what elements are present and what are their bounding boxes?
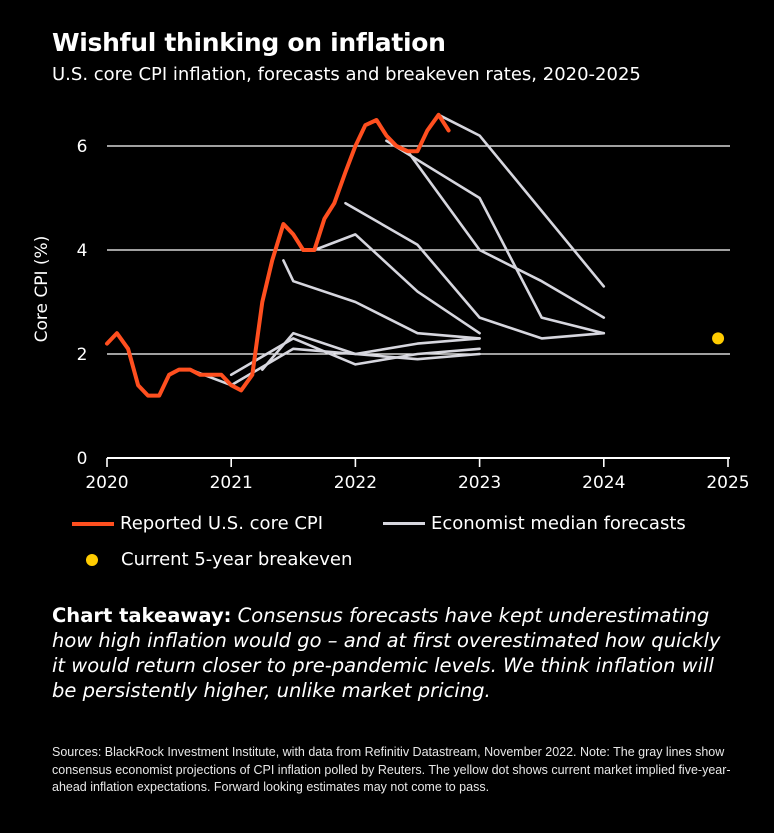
x-tick-label: 2020 [85,473,128,493]
series-line-forecast-1 [229,337,481,377]
series-lines [105,112,606,398]
series-line-forecast-7 [406,149,606,319]
takeaway-body: Consensus forecasts have kept underestim… [52,604,721,702]
grid-lines [107,145,730,355]
x-tick-label: 2021 [210,473,253,493]
legend-item-reported: Reported U.S. core CPI [72,513,323,534]
y-axis-label: Core CPI (%) [32,236,52,343]
breakeven-points [712,332,725,345]
chart-takeaway: Chart takeaway: Consensus forecasts have… [52,603,732,703]
legend-label-reported: Reported U.S. core CPI [120,513,324,534]
chart-subtitle: U.S. core CPI inflation, forecasts and b… [52,64,641,85]
legend-item-forecasts: Economist median forecasts [383,513,686,534]
x-tick-label: 2024 [582,473,625,493]
x-tick-label: 2022 [334,473,377,493]
series-line-forecast-8 [437,113,606,288]
series-line-forecast-5 [344,201,606,340]
legend-label-forecasts: Economist median forecasts [431,513,686,534]
x-tick-label: 2025 [706,473,749,493]
sources-note: Sources: BlackRock Investment Institute,… [52,745,731,794]
legend-label-breakeven: Current 5-year breakeven [121,549,353,570]
x-tick-label: 2023 [458,473,501,493]
chart-title: Wishful thinking on inflation [52,28,446,57]
takeaway-lead: Chart takeaway: [52,604,232,627]
series-line-forecast-6 [385,139,606,335]
y-tick-label: 2 [77,345,88,365]
legend-item-breakeven: Current 5-year breakeven [72,549,352,570]
series-line-forecast-2 [261,331,481,371]
legend-swatch-breakeven [86,553,98,566]
y-tick-label: 0 [77,449,88,469]
axes: 0 2 4 6 2020 2021 2022 2023 2024 2025 Core CPI (%) [32,137,750,493]
legend-swatch-reported [72,521,114,526]
series-line-forecast-3 [282,259,481,340]
y-tick-label: 4 [77,241,88,261]
series-line-forecast-4 [313,233,481,335]
series-line-reported [105,112,451,398]
legend-swatch-forecasts [383,522,425,525]
point-breakeven [712,332,725,345]
y-tick-label: 6 [77,137,88,157]
line-chart: 0 2 4 6 2020 2021 2022 2023 2024 2025 Core CPI (%) [32,112,750,493]
